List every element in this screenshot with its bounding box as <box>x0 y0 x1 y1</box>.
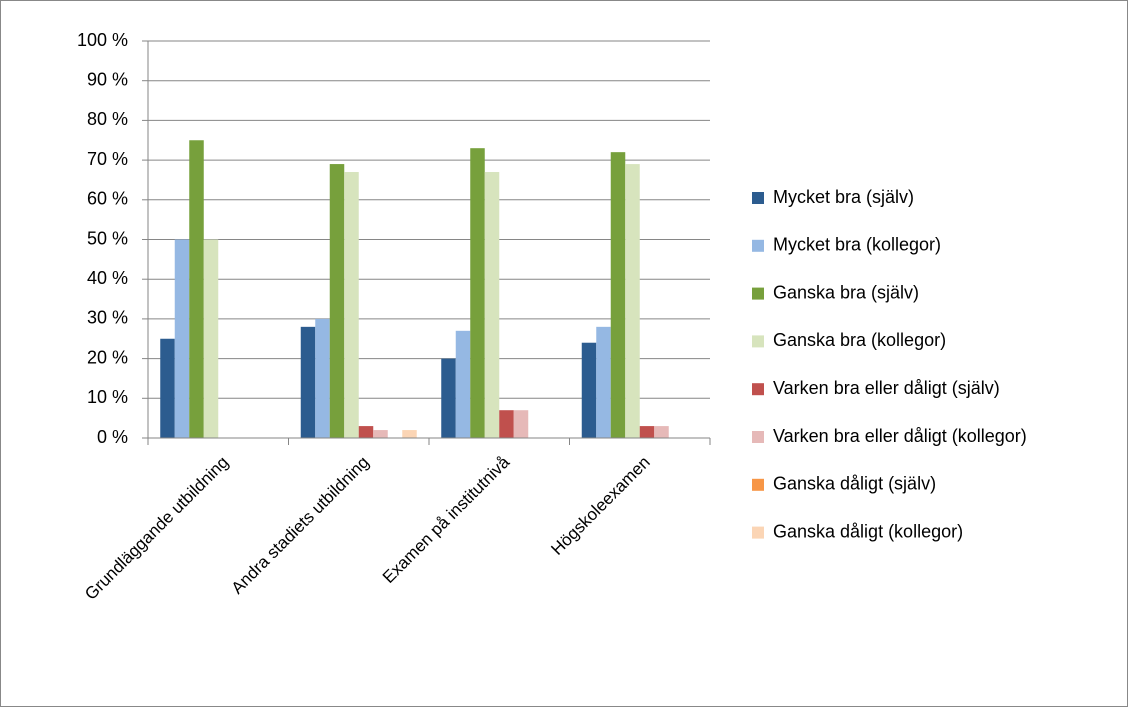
legend-label: Varken bra eller dåligt (kollegor) <box>773 426 1027 446</box>
legend-swatch <box>752 526 764 539</box>
legend-swatch <box>752 478 764 491</box>
bar <box>455 330 471 438</box>
bar <box>499 410 514 438</box>
bar <box>344 172 359 438</box>
y-tick-label: 20 % <box>87 347 128 367</box>
y-tick-label: 40 % <box>87 268 128 288</box>
y-tick-label: 50 % <box>87 228 128 248</box>
legend-swatch <box>752 192 764 204</box>
bar <box>174 239 190 438</box>
bar <box>596 326 611 438</box>
legend-swatch <box>752 287 764 300</box>
legend-swatch <box>752 335 764 348</box>
bar <box>513 410 529 438</box>
bar <box>329 164 345 438</box>
bar <box>203 239 219 438</box>
bar <box>300 326 316 438</box>
y-tick-label: 10 % <box>87 387 128 407</box>
legend-swatch <box>752 239 764 252</box>
bar <box>484 172 500 438</box>
y-tick-label: 80 % <box>87 109 128 129</box>
bar <box>189 140 204 438</box>
bar <box>373 430 388 438</box>
bar <box>654 426 669 438</box>
legend-label: Ganska bra (kollegor) <box>773 330 946 350</box>
bar <box>402 430 417 438</box>
bar <box>470 148 485 438</box>
bar <box>639 426 655 438</box>
legend-label: Ganska dåligt (kollegor) <box>773 521 963 541</box>
bar <box>358 426 374 438</box>
legend-label: Varken bra eller dåligt (själv) <box>773 378 1000 398</box>
y-tick-label: 0 % <box>97 427 128 447</box>
legend-label: Ganska bra (själv) <box>773 282 919 302</box>
bar <box>441 358 456 438</box>
bar <box>581 342 597 438</box>
bar <box>610 152 626 438</box>
y-tick-label: 90 % <box>87 69 128 89</box>
y-tick-label: 70 % <box>87 149 128 169</box>
legend-label: Ganska dåligt (själv) <box>773 474 936 494</box>
bar <box>625 164 640 438</box>
legend-label: Mycket bra (själv) <box>773 187 914 207</box>
y-tick-label: 30 % <box>87 308 128 328</box>
legend-label: Mycket bra (kollegor) <box>773 235 941 255</box>
legend-swatch <box>752 431 764 443</box>
y-tick-label: 60 % <box>87 189 128 209</box>
legend-swatch <box>752 383 764 396</box>
bar <box>160 338 175 438</box>
bar <box>315 318 330 438</box>
y-tick-label: 100 % <box>77 30 128 50</box>
